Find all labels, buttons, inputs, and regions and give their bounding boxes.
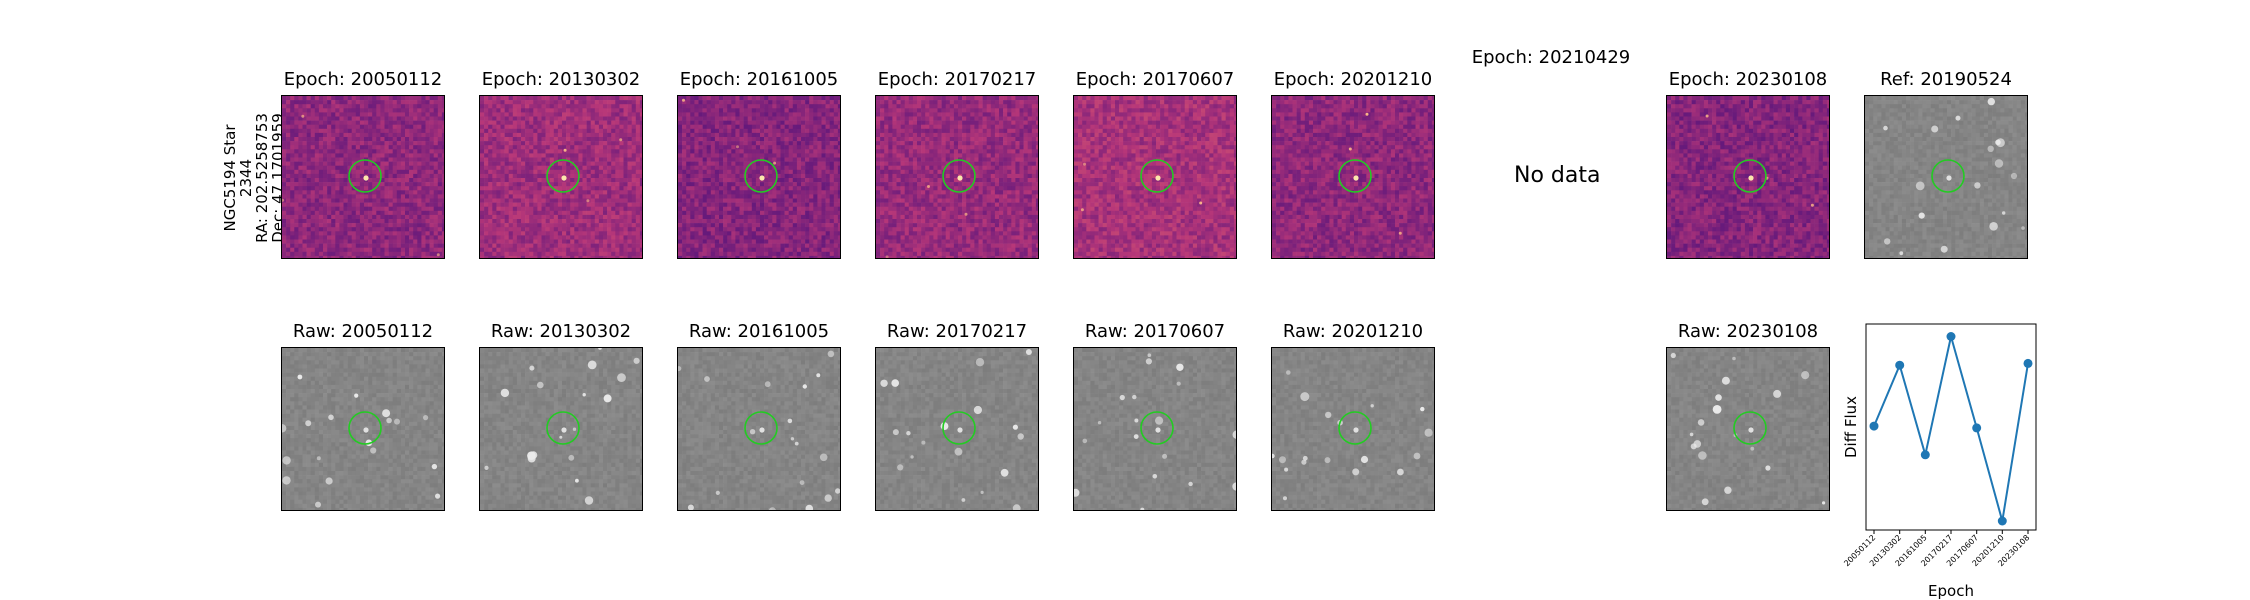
raw-cutout-6 <box>1666 347 1830 511</box>
raw-cutout-3 <box>875 347 1039 511</box>
diff-title-7: Epoch: 20230108 <box>1633 69 1863 90</box>
target-circle <box>1733 159 1767 193</box>
diff-cutout-7 <box>1666 95 1830 259</box>
target-circle <box>1140 411 1174 445</box>
raw-title-3: Raw: 20170217 <box>842 321 1072 342</box>
raw-title-2: Raw: 20161005 <box>644 321 874 342</box>
target-circle <box>1140 159 1174 193</box>
target-circle <box>546 411 580 445</box>
raw-cutout-4 <box>1073 347 1237 511</box>
target-circle <box>942 159 976 193</box>
target-circle <box>1338 411 1372 445</box>
target-circle <box>1733 411 1767 445</box>
flux-point <box>1869 421 1879 431</box>
raw-title-1: Raw: 20130302 <box>446 321 676 342</box>
target-circle <box>546 159 580 193</box>
star-name: NGC5194 Star 2344 <box>221 108 255 248</box>
diff-title-8: Ref: 20190524 <box>1831 69 2061 90</box>
raw-title-5: Raw: 20201210 <box>1238 321 1468 342</box>
target-circle <box>348 411 382 445</box>
diff-title-2: Epoch: 20161005 <box>644 69 874 90</box>
target-circle <box>348 159 382 193</box>
no-data-label: No data <box>1514 163 1600 188</box>
diff-title-0: Epoch: 20050112 <box>248 69 478 90</box>
diff-flux-chart: 2005011220130302201610052017021720170607… <box>1842 323 2037 600</box>
flux-point <box>2023 358 2033 368</box>
flux-point <box>1920 450 1930 460</box>
diff-cutout-0 <box>281 95 445 259</box>
target-circle <box>1338 159 1372 193</box>
raw-title-0: Raw: 20050112 <box>248 321 478 342</box>
y-axis-label: Diff Flux <box>1842 396 1860 458</box>
diff-title-1: Epoch: 20130302 <box>446 69 676 90</box>
diff-cutout-2 <box>677 95 841 259</box>
chart-frame <box>1865 323 2037 531</box>
x-axis-label: Epoch <box>1928 582 1974 600</box>
flux-point <box>1946 332 1956 341</box>
raw-cutout-0 <box>281 347 445 511</box>
diff-cutout-1 <box>479 95 643 259</box>
star-ra: RA: 202.5258753 <box>253 108 271 248</box>
target-circle <box>1931 159 1965 193</box>
raw-title-6: Raw: 20230108 <box>1633 321 1863 342</box>
flux-point <box>1895 360 1905 370</box>
raw-cutout-2 <box>677 347 841 511</box>
diff-cutout-5 <box>1271 95 1435 259</box>
diff-cutout-4 <box>1073 95 1237 259</box>
flux-point <box>1972 423 1982 433</box>
diff-title-6: Epoch: 20210429 <box>1436 47 1666 68</box>
raw-cutout-5 <box>1271 347 1435 511</box>
raw-title-4: Raw: 20170607 <box>1040 321 1270 342</box>
diff-title-3: Epoch: 20170217 <box>842 69 1072 90</box>
target-circle <box>744 411 778 445</box>
raw-cutout-1 <box>479 347 643 511</box>
ref-cutout <box>1864 95 2028 259</box>
target-circle <box>942 411 976 445</box>
flux-point <box>1997 516 2007 526</box>
diff-title-4: Epoch: 20170607 <box>1040 69 1270 90</box>
diff-cutout-3 <box>875 95 1039 259</box>
diff-title-5: Epoch: 20201210 <box>1238 69 1468 90</box>
target-circle <box>744 159 778 193</box>
